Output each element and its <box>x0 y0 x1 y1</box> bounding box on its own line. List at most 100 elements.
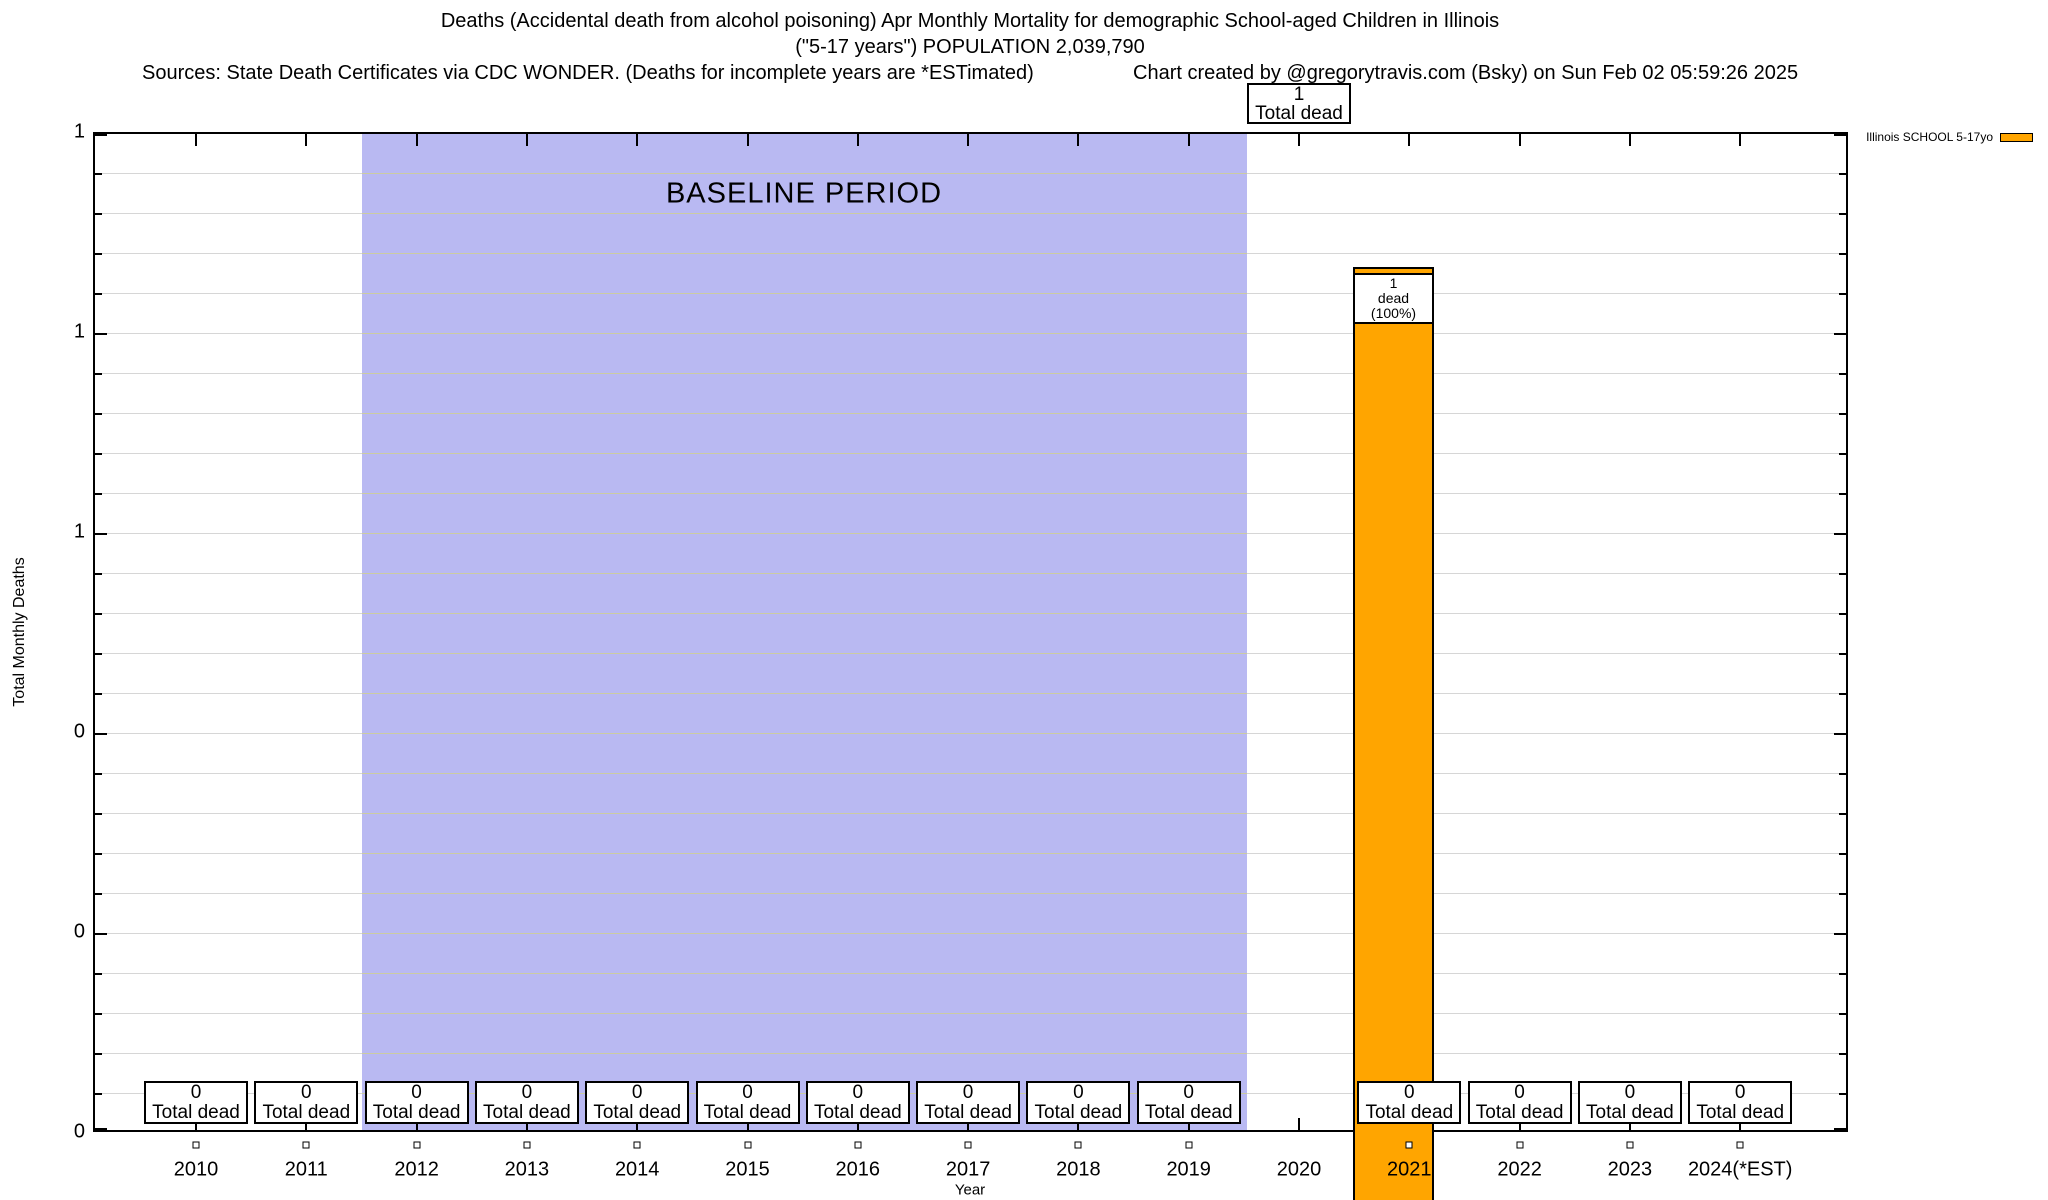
y-major-tick <box>1834 333 1846 335</box>
x-tick-label: 2024(*EST) <box>1687 1158 1793 1181</box>
y-minor-tick <box>95 693 102 695</box>
gridline-over-baseline <box>362 413 1247 414</box>
gridline-over-baseline <box>362 973 1247 974</box>
y-minor-tick <box>1839 173 1846 175</box>
y-minor-tick <box>1839 1053 1846 1055</box>
x-top-tick <box>1077 134 1080 146</box>
zero-point-marker-icon <box>302 1141 310 1149</box>
y-minor-tick <box>1839 853 1846 855</box>
x-top-tick <box>967 134 970 146</box>
gridline-over-baseline <box>362 693 1247 694</box>
y-minor-tick <box>95 493 102 495</box>
gridline-over-baseline <box>362 213 1247 214</box>
y-minor-tick <box>1839 293 1846 295</box>
x-tick-label: 2014 <box>614 1158 660 1181</box>
total-dead-text: Total dead <box>924 1102 1012 1123</box>
y-minor-tick <box>95 773 102 775</box>
y-minor-tick <box>95 173 102 175</box>
x-top-tick <box>1187 134 1190 146</box>
zero-point-marker-icon <box>744 1141 751 1149</box>
y-minor-tick <box>95 853 102 855</box>
baseline-period-label: BASELINE PERIOD <box>665 177 943 210</box>
chart-subtitle: ("5-17 years") POPULATION 2,039,790 <box>795 36 1145 58</box>
total-dead-box: 0 Total dead <box>144 1081 248 1124</box>
zero-point-marker-icon <box>413 1141 421 1149</box>
total-dead-text: Total dead <box>372 1102 461 1123</box>
total-dead-box: 0 Total dead <box>474 1081 579 1124</box>
gridline-over-baseline <box>362 853 1247 854</box>
bar-2020-inner-pct: dead (100%) <box>1370 290 1417 321</box>
y-minor-tick <box>95 373 102 375</box>
zero-point-marker-icon <box>1626 1141 1634 1149</box>
chart-title: Deaths (Accidental death from alcohol po… <box>440 10 1500 32</box>
y-minor-tick <box>95 1093 102 1095</box>
x-bottom-tick <box>195 1118 197 1130</box>
total-dead-count: 0 <box>521 1082 533 1103</box>
y-minor-tick <box>1839 453 1846 455</box>
y-minor-tick <box>95 253 102 255</box>
gridline-over-baseline <box>362 533 1247 534</box>
x-axis-title: Year <box>954 1181 986 1199</box>
y-minor-tick <box>95 653 102 655</box>
zero-point-marker-icon <box>964 1141 972 1149</box>
x-top-tick <box>415 134 418 146</box>
total-dead-box-2020: 1 Total dead <box>1247 83 1351 124</box>
total-dead-text: Total dead <box>593 1102 682 1123</box>
total-dead-box: 0 Total dead <box>364 1081 469 1124</box>
total-dead-text: Total dead <box>152 1102 240 1123</box>
x-top-tick <box>1518 134 1521 146</box>
x-tick-label: 2019 <box>1166 1158 1211 1181</box>
total-dead-count: 0 <box>852 1082 864 1103</box>
y-major-tick <box>1834 933 1846 935</box>
y-minor-tick <box>1839 773 1846 775</box>
y-major-tick <box>95 933 107 935</box>
bar-2020-inner-label: 1 dead (100%) <box>1353 273 1434 324</box>
x-bottom-tick <box>1518 1118 1521 1130</box>
y-axis-title: Total Monthly Deaths <box>11 557 28 707</box>
y-minor-tick <box>95 573 102 575</box>
y-minor-tick <box>95 453 102 455</box>
y-minor-tick <box>1839 413 1846 415</box>
y-minor-tick <box>95 413 102 415</box>
y-tick-label: 0 <box>73 1120 85 1143</box>
total-dead-text-2020: Total dead <box>1255 103 1343 124</box>
y-major-tick <box>1834 733 1846 735</box>
y-minor-tick <box>1839 213 1846 215</box>
plot-area: BASELINE PERIOD 1 dead (100%) 0 Total dea… <box>93 132 1848 1200</box>
gridline-over-baseline <box>362 893 1247 894</box>
total-dead-text: Total dead <box>483 1102 571 1123</box>
total-dead-count: 0 <box>301 1082 312 1103</box>
y-major-tick <box>95 533 107 535</box>
total-dead-text: Total dead <box>1144 1102 1233 1123</box>
y-minor-tick <box>1839 1093 1846 1095</box>
y-tick-label: 1 <box>73 320 85 343</box>
x-tick-label: 2011 <box>284 1158 328 1181</box>
total-dead-box: 0 Total dead <box>805 1081 910 1124</box>
y-minor-tick <box>1839 373 1846 375</box>
legend-series-label: Illinois SCHOOL 5-17yo <box>1866 130 1993 144</box>
total-dead-count: 0 <box>1404 1082 1415 1103</box>
y-major-tick <box>1834 134 1846 136</box>
x-top-tick <box>1628 134 1631 146</box>
x-top-tick <box>195 134 197 146</box>
x-top-tick <box>525 134 528 146</box>
total-dead-box: 0 Total dead <box>916 1081 1021 1124</box>
total-dead-box: 0 Total dead <box>254 1081 359 1124</box>
bar-2020: 1 dead (100%) <box>1353 267 1434 1200</box>
total-dead-count: 0 <box>190 1082 202 1103</box>
legend-color-swatch-icon <box>2000 132 2033 142</box>
y-major-tick <box>95 733 107 735</box>
x-top-tick <box>305 134 308 146</box>
total-dead-box: 0 Total dead <box>1026 1081 1131 1124</box>
sources-note: Sources: State Death Certificates via CD… <box>142 62 1034 84</box>
total-dead-box: 0 Total dead <box>695 1081 800 1124</box>
total-dead-count: 0 <box>1183 1082 1194 1103</box>
x-bottom-tick <box>525 1118 528 1130</box>
total-dead-text: Total dead <box>703 1102 792 1123</box>
x-top-tick <box>636 134 639 146</box>
y-minor-tick <box>95 213 102 215</box>
total-dead-count: 0 <box>1073 1082 1084 1103</box>
x-top-tick <box>856 134 859 146</box>
total-dead-text: Total dead <box>1586 1102 1674 1123</box>
